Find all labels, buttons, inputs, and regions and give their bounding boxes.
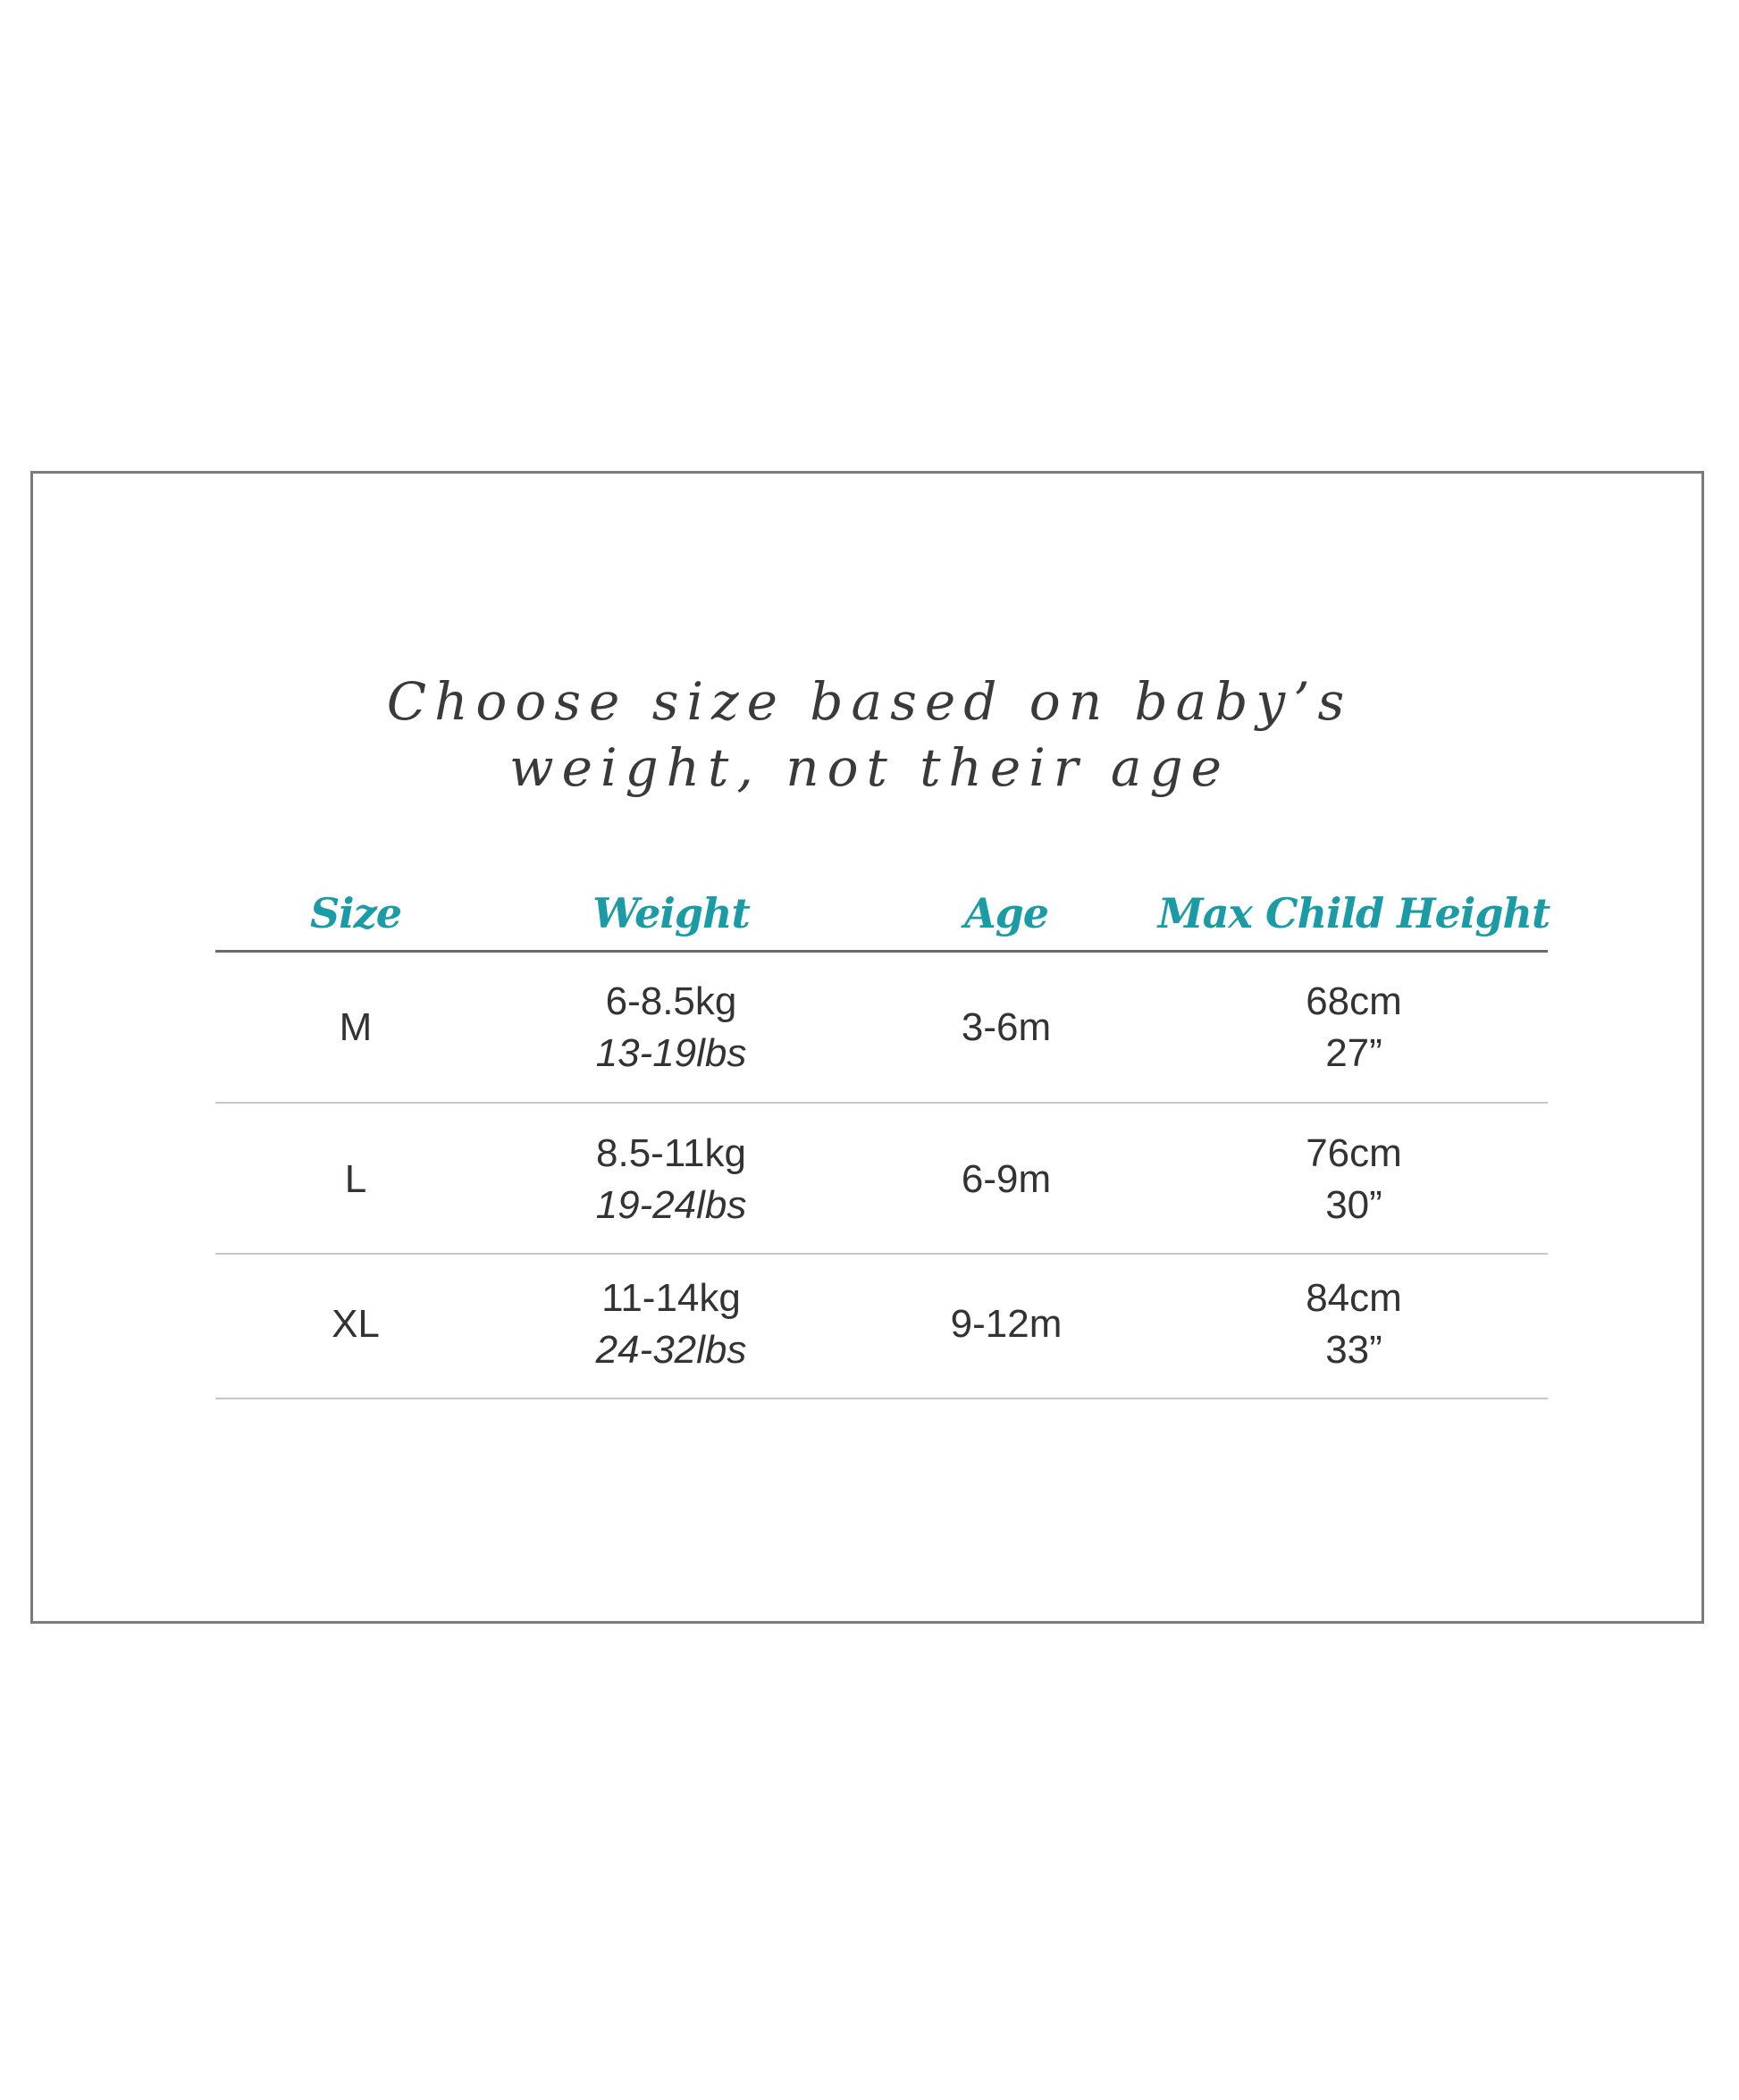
row-divider bbox=[215, 1398, 1548, 1399]
header-max-child-height: Max Child Height bbox=[1157, 889, 1550, 937]
age-cell: 6-9m bbox=[962, 1154, 1051, 1205]
size-value: L bbox=[344, 1157, 367, 1201]
height-in: 27” bbox=[1325, 1031, 1382, 1075]
header-divider bbox=[215, 950, 1548, 953]
age-cell: 3-6m bbox=[962, 1002, 1051, 1054]
height-cm: 84cm bbox=[1306, 1276, 1402, 1320]
row-divider bbox=[215, 1253, 1548, 1255]
size-cell: L bbox=[345, 1154, 366, 1205]
weight-cell: 6-8.5kg 13-19lbs bbox=[596, 976, 747, 1079]
weight-kg: 8.5-11kg bbox=[596, 1131, 746, 1175]
title-line-2: weight, not their age bbox=[509, 737, 1230, 798]
height-cm: 76cm bbox=[1306, 1131, 1402, 1175]
weight-lbs: 24-32lbs bbox=[595, 1328, 747, 1372]
age-value: 3-6m bbox=[961, 1005, 1052, 1049]
age-value: 9-12m bbox=[950, 1302, 1063, 1346]
header-age: Age bbox=[963, 889, 1049, 937]
height-cell: 76cm 30” bbox=[1306, 1128, 1402, 1231]
height-cm: 68cm bbox=[1306, 979, 1402, 1023]
weight-lbs: 13-19lbs bbox=[595, 1031, 747, 1075]
title-line-1: Choose size based on baby’s bbox=[386, 671, 1353, 732]
size-chart-title: Choose size based on baby’s weight, not … bbox=[0, 668, 1739, 801]
row-divider bbox=[215, 1102, 1548, 1104]
weight-cell: 8.5-11kg 19-24lbs bbox=[596, 1128, 747, 1231]
weight-lbs: 19-24lbs bbox=[595, 1183, 747, 1227]
size-chart-frame bbox=[30, 471, 1704, 1624]
header-size: Size bbox=[309, 889, 402, 937]
height-cell: 68cm 27” bbox=[1306, 976, 1402, 1079]
weight-cell: 11-14kg 24-32lbs bbox=[596, 1273, 747, 1376]
age-cell: 9-12m bbox=[951, 1298, 1063, 1350]
age-value: 6-9m bbox=[961, 1157, 1052, 1201]
weight-kg: 6-8.5kg bbox=[605, 979, 737, 1023]
height-in: 33” bbox=[1325, 1328, 1382, 1372]
size-value: M bbox=[339, 1005, 373, 1049]
size-value: XL bbox=[332, 1302, 380, 1346]
size-cell: XL bbox=[332, 1298, 380, 1350]
height-in: 30” bbox=[1325, 1183, 1382, 1227]
size-cell: M bbox=[340, 1002, 373, 1054]
header-weight: Weight bbox=[592, 889, 751, 937]
weight-kg: 11-14kg bbox=[601, 1276, 741, 1320]
height-cell: 84cm 33” bbox=[1306, 1273, 1402, 1376]
